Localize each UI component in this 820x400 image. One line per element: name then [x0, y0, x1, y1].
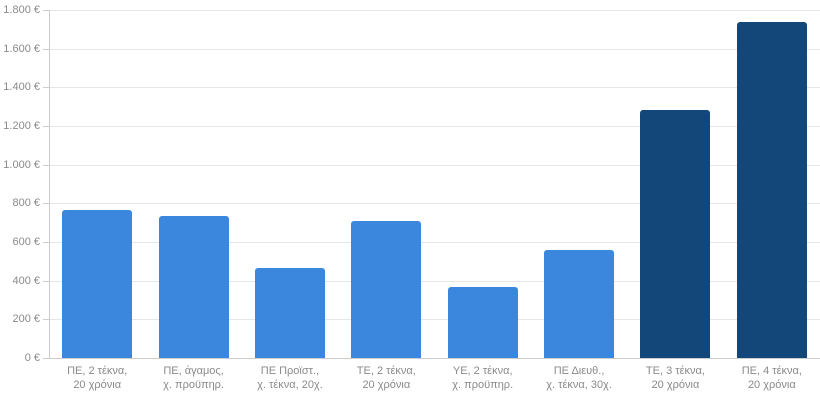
x-axis-label-line: 20 χρόνια [73, 379, 122, 391]
y-axis-label: 1.000 € [3, 158, 40, 171]
x-axis-label: ΠΕ, 2 τέκνα, 20 χρόνια [49, 364, 145, 392]
y-axis-label: 800 € [12, 197, 40, 210]
bar-6[interactable] [544, 249, 615, 358]
y-axis-tick [43, 164, 49, 166]
x-axis-label: ΠΕ Προϊστ., χ. τέκνα, 20χ. [242, 364, 338, 392]
y-gridline [49, 10, 820, 11]
y-axis-tick [43, 280, 49, 282]
x-axis-label-line: χ. προϋπηρ. [452, 379, 514, 391]
y-axis-tick [43, 358, 49, 359]
y-axis-tick [43, 10, 49, 11]
x-axis-label-line: χ. τέκνα, 20χ. [257, 379, 323, 391]
x-axis-label-line: ΤΕ, 2 τέκνα, [356, 365, 416, 377]
x-axis-label-line: ΠΕ Διευθ., [553, 365, 605, 377]
x-axis-label: ΠΕ Διευθ., χ. τέκνα, 30χ. [531, 364, 627, 392]
y-axis-tick [43, 242, 49, 243]
x-axis-label-line: 20 χρόνια [651, 379, 700, 391]
y-gridline [49, 48, 820, 50]
bar-5[interactable] [447, 287, 518, 358]
y-axis-tick [43, 126, 49, 127]
y-axis-tick [43, 319, 49, 321]
bar-2[interactable] [158, 215, 229, 358]
y-gridline [49, 319, 820, 321]
bar-4[interactable] [351, 220, 422, 358]
y-axis-label: 0 € [24, 352, 40, 364]
x-axis-label: ΠΕ, 4 τέκνα, 20 χρόνια [724, 364, 820, 392]
x-axis-label-line: ΥΕ, 2 τέκνα, [452, 365, 513, 377]
x-axis-label-line: ΠΕ Προϊστ., [260, 365, 320, 377]
x-axis-label-line: 20 χρόνια [747, 379, 796, 391]
y-axis-label: 1.800 € [3, 4, 40, 16]
y-gridline [49, 203, 820, 205]
y-gridline [49, 280, 820, 282]
y-gridline [49, 242, 820, 243]
bar-3[interactable] [254, 267, 325, 358]
x-axis-label-line: 20 χρόνια [362, 379, 411, 391]
x-axis-label: ΤΕ, 2 τέκνα, 20 χρόνια [338, 364, 434, 392]
x-axis-label: ΠΕ, άγαμος, χ. προϋπηρ. [145, 364, 241, 392]
y-axis-tick [43, 48, 49, 50]
x-axis-label-line: ΤΕ, 3 τέκνα, [645, 365, 705, 377]
y-gridline [49, 164, 820, 166]
x-axis-label-line: ΠΕ, 2 τέκνα, [67, 365, 128, 377]
bar-8[interactable] [736, 21, 807, 358]
bar-7[interactable] [640, 109, 711, 358]
y-axis-label: 400 € [12, 274, 40, 287]
y-axis-tick [43, 203, 49, 205]
y-axis-tick [43, 87, 49, 89]
y-gridline [49, 126, 820, 127]
x-axis-line [49, 358, 820, 359]
x-axis-label-line: χ. προϋπηρ. [163, 379, 224, 391]
y-gridline [49, 87, 820, 89]
y-axis-line [49, 10, 50, 359]
y-axis-label: 1.400 € [3, 81, 40, 94]
bar-1[interactable] [62, 210, 133, 358]
y-axis-label: 1.600 € [3, 42, 40, 55]
x-axis-label-line: ΠΕ, 4 τέκνα, [741, 365, 802, 377]
y-axis-label: 200 € [12, 313, 40, 326]
x-axis-label: ΤΕ, 3 τέκνα, 20 χρόνια [627, 364, 723, 392]
x-axis-label-line: χ. τέκνα, 30χ. [546, 379, 612, 391]
x-axis-label: ΥΕ, 2 τέκνα, χ. προϋπηρ. [435, 364, 531, 392]
plot-area [49, 10, 820, 359]
x-axis-label-line: ΠΕ, άγαμος, [163, 365, 224, 377]
y-axis-label: 600 € [12, 236, 40, 248]
y-axis-label: 1.200 € [3, 120, 40, 132]
